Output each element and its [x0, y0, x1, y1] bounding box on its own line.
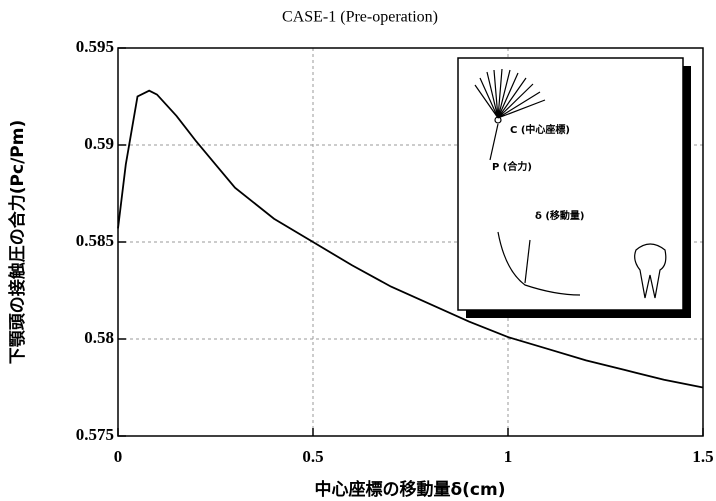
x-tick-label: 0 [114, 447, 123, 466]
x-tick-label: 1 [504, 447, 513, 466]
inset-box [458, 58, 683, 310]
annotation: P (合力) [492, 160, 532, 173]
inset: C (中心座標) P (合力) δ (移動量) [458, 58, 691, 318]
y-tick-label: 0.575 [76, 425, 114, 444]
x-tick-label: 0.5 [302, 447, 323, 466]
chart-title: CASE-1 (Pre-operation) [282, 9, 438, 26]
y-axis-label: 下顎頭の接触圧の合力(Pc/Pm) [7, 120, 28, 364]
y-tick-label: 0.585 [76, 231, 114, 250]
annotation: δ (移動量) [535, 209, 585, 222]
y-tick-label: 0.595 [76, 37, 114, 56]
x-axis-label: 中心座標の移動量δ(cm) [314, 479, 505, 500]
y-tick-label: 0.59 [84, 134, 114, 153]
x-tick-label: 1.5 [692, 447, 713, 466]
chart: CASE-1 (Pre-operation) 中心座標の移動量δ(cm) 下顎頭… [0, 0, 716, 501]
annotation: C (中心座標) [510, 123, 570, 136]
y-tick-label: 0.58 [84, 328, 114, 347]
